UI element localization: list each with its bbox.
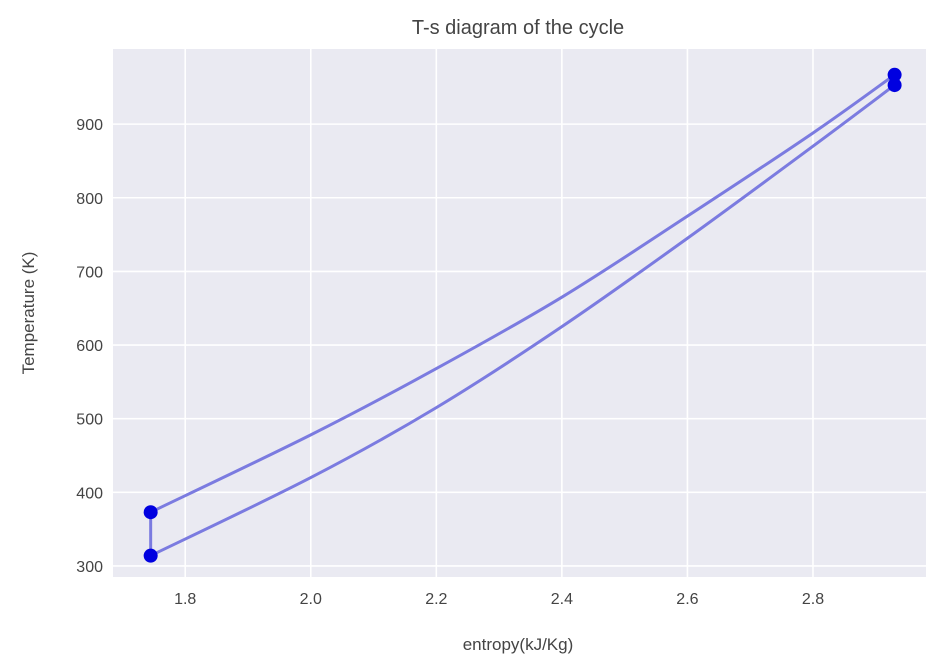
state-point-marker	[143, 548, 158, 563]
x-tick-label: 2.2	[425, 591, 447, 608]
state-point-marker	[143, 505, 158, 520]
x-tick-label: 2.8	[802, 591, 824, 608]
x-tick-label: 1.8	[174, 591, 196, 608]
y-axis-label: Temperature (K)	[19, 252, 38, 375]
y-tick-label: 600	[76, 338, 103, 355]
x-tick-label: 2.4	[551, 591, 573, 608]
series-line	[150, 73, 896, 514]
y-tick-label: 900	[76, 117, 103, 134]
series-line	[150, 83, 896, 557]
x-tick-label: 2.0	[300, 591, 322, 608]
y-tick-label: 800	[76, 191, 103, 208]
y-tick-label: 500	[76, 412, 103, 429]
plot-area	[113, 49, 926, 577]
state-point-marker	[887, 67, 902, 82]
chart-title: T-s diagram of the cycle	[412, 17, 624, 39]
y-tick-label: 700	[76, 264, 103, 281]
y-tick-label: 300	[76, 559, 103, 576]
y-tick-label: 400	[76, 485, 103, 502]
x-tick-label: 2.6	[676, 591, 698, 608]
x-axis-label: entropy(kJ/Kg)	[463, 635, 574, 654]
state-point-marker	[887, 78, 902, 93]
